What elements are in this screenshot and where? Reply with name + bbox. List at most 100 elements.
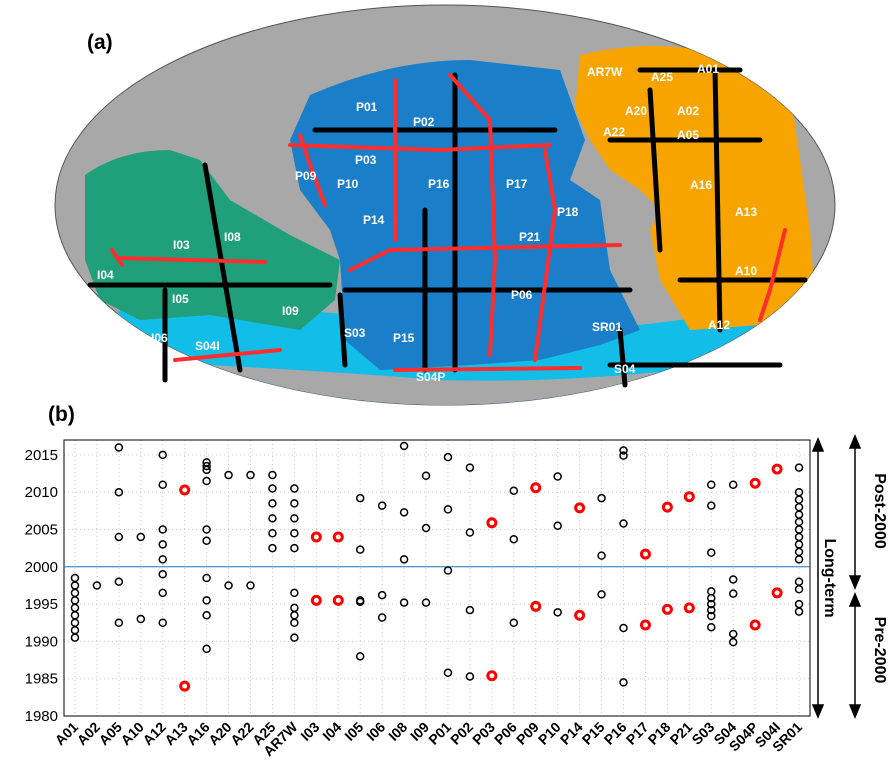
occupation-marker bbox=[290, 499, 299, 508]
section-p21-red bbox=[348, 243, 622, 272]
occupation-marker bbox=[619, 519, 628, 528]
occupation-marker bbox=[136, 532, 146, 542]
section-p09-red bbox=[298, 133, 327, 207]
map-label-i08: I08 bbox=[224, 230, 241, 244]
highlighted-occupation-marker bbox=[486, 517, 498, 529]
section-a13-red bbox=[758, 228, 787, 322]
occupation-marker bbox=[158, 525, 167, 534]
highlighted-occupation-marker bbox=[332, 594, 344, 606]
section-s04i-red bbox=[173, 348, 282, 362]
map-label-a16: A16 bbox=[690, 178, 712, 192]
occupation-marker bbox=[290, 588, 299, 598]
highlighted-occupation-marker bbox=[530, 600, 542, 612]
occupation-marker bbox=[246, 470, 255, 480]
occupation-marker bbox=[355, 652, 365, 661]
occupation-marker bbox=[707, 593, 716, 603]
highlighted-occupation-marker bbox=[683, 491, 695, 503]
occupation-marker bbox=[158, 555, 167, 564]
occupation-marker bbox=[290, 603, 299, 613]
map-label-a22: A22 bbox=[603, 125, 625, 139]
long-term-label: Long-term bbox=[821, 538, 838, 617]
map-label-sr01: SR01 bbox=[592, 320, 622, 334]
map-label-p09: P09 bbox=[295, 169, 317, 183]
map-label-a25: A25 bbox=[651, 70, 673, 84]
occupation-marker bbox=[399, 555, 409, 564]
occupation-marker bbox=[465, 605, 475, 615]
section-p17-red bbox=[448, 73, 498, 357]
occupation-marker bbox=[114, 487, 124, 497]
occupation-marker bbox=[70, 633, 80, 642]
occupation-markers bbox=[70, 441, 804, 692]
map-label-ar7w: AR7W bbox=[587, 65, 623, 79]
occupation-marker bbox=[597, 551, 606, 560]
occupation-marker bbox=[202, 644, 211, 654]
occupation-marker bbox=[421, 523, 431, 533]
occupation-marker bbox=[158, 618, 167, 628]
occupation-marker bbox=[268, 499, 277, 508]
map-label-a20: A20 bbox=[625, 104, 647, 118]
occupation-marker bbox=[728, 629, 738, 639]
occupation-marker bbox=[268, 528, 277, 538]
map-label-p14: P14 bbox=[363, 213, 385, 227]
occupation-marker bbox=[92, 581, 102, 590]
map-label-p18: P18 bbox=[557, 205, 579, 219]
y-tick-label: 1980 bbox=[25, 708, 58, 725]
occupation-marker bbox=[158, 540, 167, 549]
highlighted-occupation-marker bbox=[771, 463, 783, 475]
occupation-marker bbox=[399, 441, 409, 451]
occupation-marker bbox=[443, 452, 453, 462]
occupation-marker bbox=[268, 543, 277, 553]
occupation-marker bbox=[202, 573, 211, 583]
occupation-marker bbox=[158, 480, 167, 490]
occupation-marker bbox=[707, 501, 716, 510]
occupation-marker bbox=[728, 575, 738, 584]
section-s03-black bbox=[337, 292, 348, 368]
occupation-marker bbox=[202, 461, 211, 471]
occupation-marker bbox=[707, 599, 716, 609]
map-label-a12: A12 bbox=[708, 318, 730, 332]
occupation-marker bbox=[619, 678, 628, 687]
map-label-p21: P21 bbox=[519, 230, 541, 244]
map-label-s04: S04 bbox=[614, 362, 636, 376]
occupation-marker bbox=[619, 451, 628, 460]
map-label-i04: I04 bbox=[97, 268, 114, 282]
occupation-marker bbox=[268, 514, 277, 523]
occupation-marker bbox=[707, 611, 716, 621]
occupation-marker bbox=[268, 484, 277, 493]
occupation-marker bbox=[553, 472, 562, 481]
occupation-marker bbox=[421, 471, 431, 481]
panel-a-label: (a) bbox=[87, 31, 113, 54]
occupation-marker bbox=[202, 611, 211, 620]
map-label-a01: A01 bbox=[697, 62, 719, 76]
y-tick-label: 2010 bbox=[25, 484, 58, 501]
map-label-i03: I03 bbox=[173, 238, 190, 252]
section-a16-black bbox=[712, 67, 723, 333]
highlighted-occupation-marker bbox=[661, 501, 673, 513]
section-i09-black bbox=[202, 162, 243, 373]
highlighted-occupation-marker bbox=[179, 484, 191, 496]
occupation-marker bbox=[290, 528, 299, 538]
occupation-marker bbox=[728, 589, 738, 598]
grid-lines bbox=[64, 440, 810, 717]
x-axis-ticks: A01A02A05A10A12A13A16A20A22A25AR7WI03I04… bbox=[52, 718, 806, 759]
occupation-marker bbox=[707, 622, 716, 632]
x-tick-label: I03 bbox=[297, 719, 322, 744]
y-tick-label: 2005 bbox=[25, 522, 58, 539]
occupation-marker bbox=[794, 495, 804, 504]
occupation-marker bbox=[465, 463, 475, 472]
y-axis-ticks: 1980 1985 1990 1995 2000 2005 2010 2015 bbox=[25, 447, 58, 725]
occupation-marker bbox=[202, 596, 211, 605]
x-tick-label: I06 bbox=[363, 719, 388, 744]
occupation-marker bbox=[465, 528, 475, 537]
plot-frame bbox=[63, 439, 811, 717]
map-label-p10: P10 bbox=[337, 177, 359, 191]
highlighted-occupation-marker bbox=[179, 680, 191, 692]
occupation-marker bbox=[355, 597, 365, 607]
section-a20-black bbox=[647, 87, 663, 253]
occupation-marker bbox=[114, 618, 124, 628]
occupation-marker bbox=[202, 525, 211, 534]
occupation-marker bbox=[794, 547, 804, 557]
map-label-p02: P02 bbox=[413, 115, 435, 129]
highlighted-occupation-marker bbox=[310, 594, 322, 606]
